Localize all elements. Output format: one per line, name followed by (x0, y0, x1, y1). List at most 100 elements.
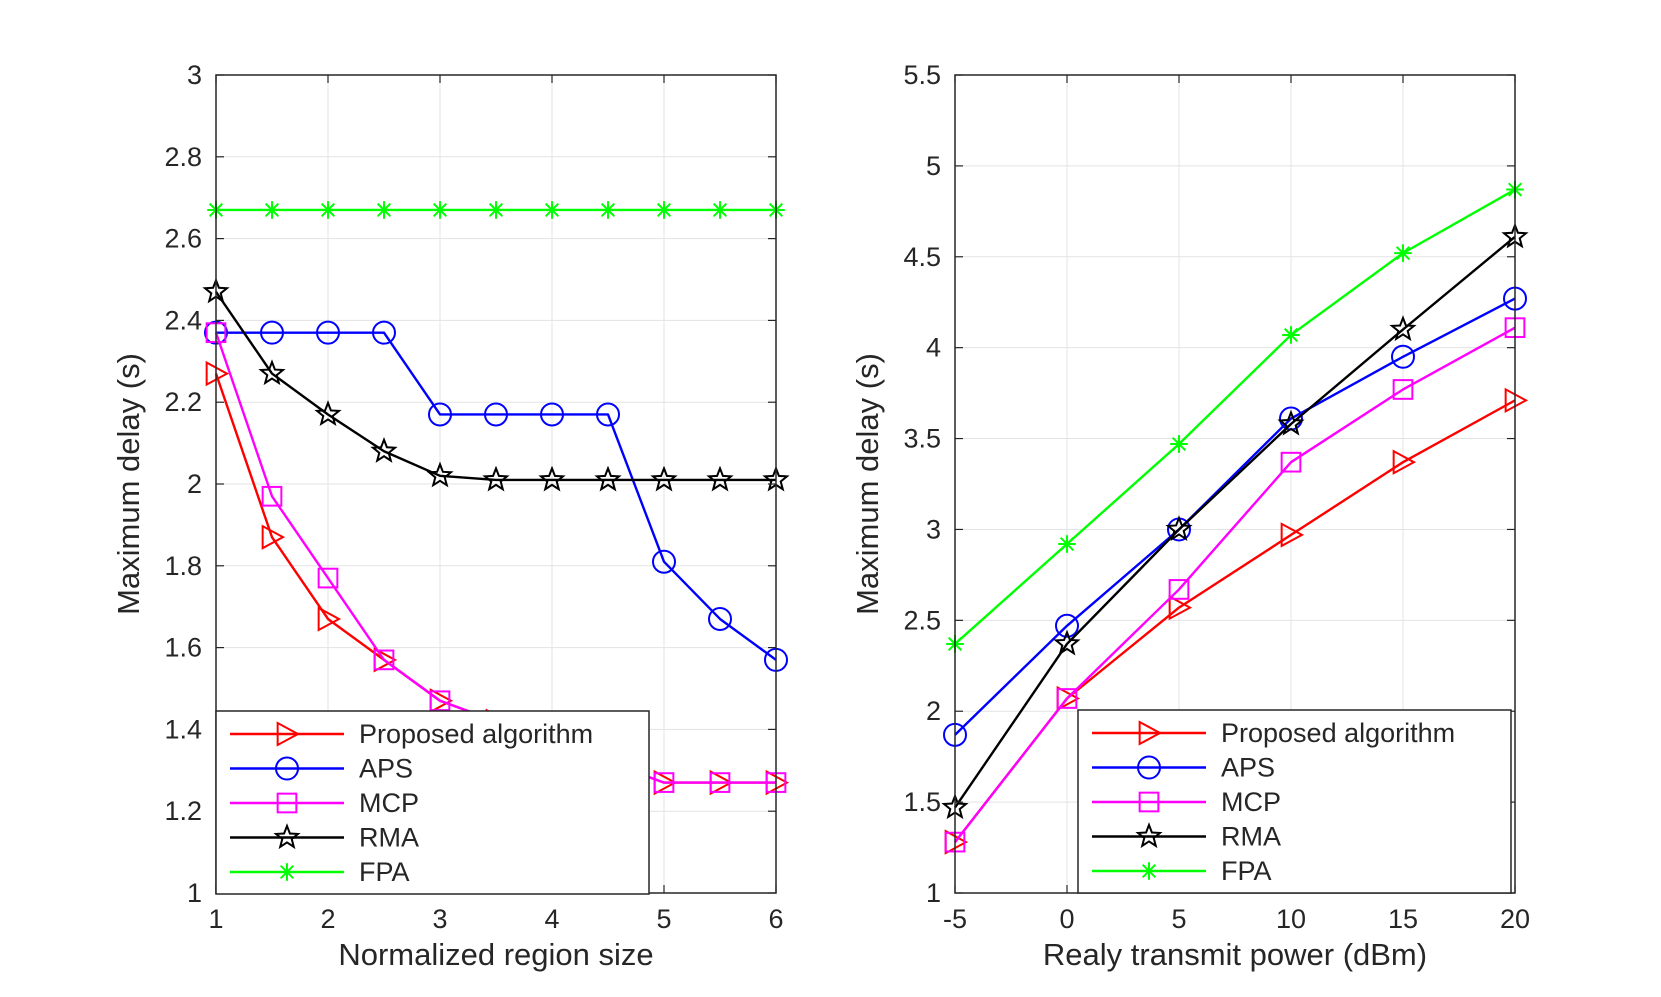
data-point (708, 606, 732, 631)
data-point (1170, 435, 1188, 453)
asterisk-stroke (656, 202, 672, 218)
series-line (216, 331, 777, 661)
data-point (426, 461, 454, 488)
y-tick-label: 3.5 (903, 424, 941, 454)
asterisk-stroke (1395, 246, 1411, 261)
y-tick-label: 3 (187, 60, 202, 90)
asterisk-stroke (488, 202, 504, 218)
asterisk-stroke (1171, 436, 1187, 452)
legend-label: APS (359, 754, 413, 784)
x-tick-label: 5 (1171, 904, 1186, 934)
y-tick-label: 2.5 (903, 605, 941, 635)
y-tick-label: 2 (926, 696, 941, 726)
legend-label: RMA (359, 823, 419, 853)
data-point (540, 402, 564, 427)
data-point (484, 402, 508, 427)
data-point (373, 649, 395, 671)
data-point (317, 606, 342, 632)
data-point (1504, 387, 1529, 414)
x-tick-label: 5 (656, 904, 671, 934)
x-tick-label: 20 (1500, 904, 1530, 934)
data-point (205, 360, 230, 387)
asterisk-stroke (320, 202, 336, 218)
legend-label: RMA (1221, 822, 1281, 852)
data-point (1280, 522, 1305, 548)
x-tick-label: 15 (1388, 904, 1418, 934)
series-line (215, 291, 776, 482)
legend-marker (1137, 755, 1161, 780)
legend-label: FPA (1221, 856, 1272, 886)
data-point (429, 690, 451, 712)
legend-marker (276, 792, 298, 814)
asterisk-stroke (264, 202, 280, 218)
legend-item: MCP (230, 788, 419, 818)
legend-item: Proposed algorithm (1092, 718, 1455, 748)
y-axis-label: Maximum delay (s) (850, 353, 885, 615)
y-tick-label: 2.4 (164, 305, 202, 335)
legend-label: APS (1221, 753, 1275, 783)
data-point (711, 201, 729, 219)
y-tick-label: 2.6 (164, 224, 202, 254)
asterisk-stroke (432, 202, 448, 218)
data-point (482, 465, 510, 492)
legend-item: Proposed algorithm (230, 719, 593, 749)
asterisk-stroke (1283, 327, 1299, 342)
legend-label: FPA (359, 857, 410, 887)
data-point (372, 320, 396, 345)
series-line (954, 235, 1516, 809)
data-point (653, 772, 675, 793)
ticks: 1 2 3 4 5 6 1 1.2 1.4 1.6 1.8 2 2.2 2.4 2.6 2.8 3 (164, 60, 783, 934)
x-tick-label: -5 (943, 904, 967, 934)
legend-marker (276, 721, 301, 747)
data-point (709, 772, 731, 793)
asterisk-stroke (1141, 863, 1157, 879)
data-point (1282, 326, 1300, 344)
legend-item: FPA (230, 857, 410, 887)
legend-marker (275, 756, 299, 781)
data-point (652, 549, 676, 574)
y-tick-label: 2.2 (164, 387, 202, 417)
y-tick-label: 3 (926, 514, 941, 544)
data-point (1058, 535, 1076, 553)
y-tick-label: 1.2 (164, 796, 202, 826)
data-point (1056, 688, 1078, 709)
x-tick-label: 3 (432, 904, 447, 934)
asterisk-stroke (544, 202, 560, 218)
legend-item: APS (230, 754, 413, 784)
series-aps (204, 320, 788, 672)
legend-label: Proposed algorithm (359, 719, 593, 749)
x-tick-label: 1 (208, 904, 223, 934)
y-tick-label: 5.5 (903, 60, 941, 90)
data-point (319, 201, 337, 219)
legend: Proposed algorithm APS MCP RMA FPA (1077, 709, 1512, 894)
legend-item: RMA (1092, 822, 1281, 852)
asterisk-stroke (1059, 536, 1075, 552)
data-point (261, 524, 286, 550)
data-point (316, 320, 340, 345)
x-tick-label: 0 (1059, 904, 1074, 934)
asterisk-stroke (600, 202, 616, 218)
y-tick-label: 2.8 (164, 142, 202, 172)
chart-1: 1 2 3 4 5 611.21.41.61.822.22.42.62.83Normali… (111, 60, 790, 972)
legend-marker (1140, 862, 1158, 880)
series-fpa (207, 201, 785, 219)
y-tick-label: 1 (187, 878, 202, 908)
data-point (1280, 451, 1302, 473)
x-axis-label: Normalized region size (338, 937, 653, 972)
data-point (650, 465, 678, 492)
data-point (428, 402, 452, 427)
x-tick-label: 10 (1276, 904, 1306, 934)
chart-2: -5 0 5 10 15 20 1 1.5 2 2.5 3 3.5 4 4.5 5 5.5 Realy tran… (850, 60, 1530, 972)
legend-item: APS (1092, 753, 1275, 783)
series-line (954, 326, 1516, 843)
data-point (1392, 379, 1414, 400)
data-point (538, 465, 566, 492)
y-tick-label: 1.6 (164, 633, 202, 663)
data-point (706, 465, 734, 492)
data-point (487, 201, 505, 219)
legend-marker (1138, 720, 1163, 746)
data-point (260, 320, 284, 345)
legend-item: RMA (230, 823, 419, 853)
ticks: -5 0 5 10 15 20 1 1.5 2 2.5 3 3.5 4 4.5 5 5.5 (903, 60, 1530, 934)
